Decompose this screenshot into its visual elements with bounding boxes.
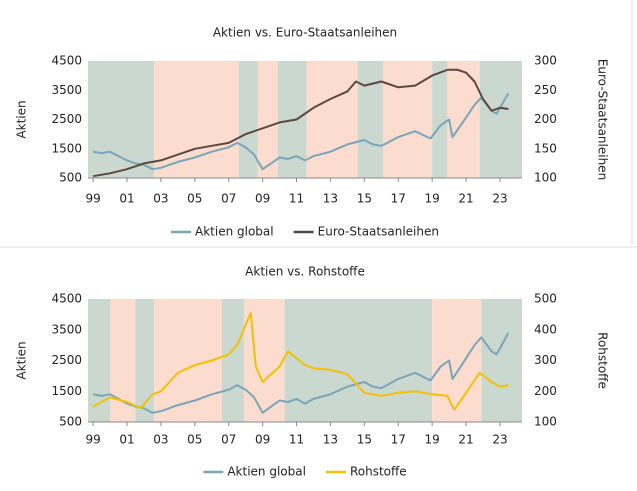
y2-tick-label: 200 [534,384,557,398]
regime-band [382,61,433,178]
x-tick-label: 99 [85,433,100,447]
x-tick-label: 23 [492,192,507,206]
y-tick-label: 2500 [51,112,82,126]
regime-band [88,61,155,178]
x-tick-label: 01 [119,433,134,447]
x-tick-label: 07 [221,192,236,206]
regime-band [306,61,358,178]
y2-tick-label: 300 [534,353,557,367]
x-tick-label: 05 [187,433,202,447]
x-tick-label: 11 [289,433,304,447]
x-tick-label: 13 [323,433,338,447]
y-tick-label: 500 [59,171,82,185]
legend-label: Euro-Staatsanleihen [318,225,439,239]
x-tick-label: 09 [255,433,270,447]
series-line [92,332,510,414]
regime-band [135,299,155,422]
regime-band [257,61,278,178]
y-tick-label: 1500 [51,384,82,398]
chart-title: Aktien vs. Rohstoffe [245,265,365,279]
y-tick-label: 4500 [51,292,82,306]
regime-band [238,61,258,178]
x-tick-label: 21 [458,192,473,206]
x-tick-label: 03 [153,192,168,206]
regime-band [357,61,383,178]
legend-label: Rohstoffe [350,465,407,479]
legend-label: Aktien global [195,225,274,239]
series-line [92,311,509,411]
regime-band [479,61,522,178]
regime-band [481,299,522,422]
y2-tick-label: 250 [534,83,557,97]
chart-title: Aktien vs. Euro-Staatsanleihen [213,26,397,40]
x-tick-label: 13 [323,192,338,206]
y2-tick-label: 300 [534,54,557,68]
regime-band [221,299,244,422]
regime-band [432,61,448,178]
y2-tick-label: 100 [534,171,557,185]
y-tick-label: 3500 [51,322,82,336]
x-tick-label: 23 [492,433,507,447]
y2-tick-label: 100 [534,415,557,429]
x-tick-label: 03 [153,433,168,447]
x-tick-label: 17 [391,192,406,206]
regime-band [88,299,111,422]
regime-band [154,61,239,178]
x-tick-label: 19 [425,433,440,447]
x-tick-label: 07 [221,433,236,447]
x-tick-label: 15 [357,192,372,206]
y-axis-label: Aktien [15,341,29,379]
x-tick-label: 15 [357,433,372,447]
series-line [92,92,510,171]
y2-tick-label: 150 [534,141,557,155]
y-tick-label: 3500 [51,83,82,97]
y-tick-label: 4500 [51,54,82,68]
y2-axis-label: Euro-Staatsanleihen [596,59,610,180]
x-tick-label: 17 [391,433,406,447]
y-axis-label: Aktien [15,100,29,138]
x-tick-label: 11 [289,192,304,206]
y2-tick-label: 200 [534,112,557,126]
y2-axis-label: Rohstoffe [596,332,610,389]
y-tick-label: 1500 [51,141,82,155]
y-tick-label: 2500 [51,353,82,367]
x-tick-label: 99 [85,192,100,206]
legend-label: Aktien global [227,465,306,479]
x-tick-label: 09 [255,192,270,206]
x-tick-label: 05 [187,192,202,206]
series-line [92,68,509,178]
regime-band [243,299,285,422]
x-tick-label: 21 [458,433,473,447]
x-tick-label: 01 [119,192,134,206]
y-tick-label: 500 [59,415,82,429]
y2-tick-label: 400 [534,322,557,336]
regime-band [432,299,482,422]
x-tick-label: 19 [425,192,440,206]
y2-tick-label: 500 [534,292,557,306]
